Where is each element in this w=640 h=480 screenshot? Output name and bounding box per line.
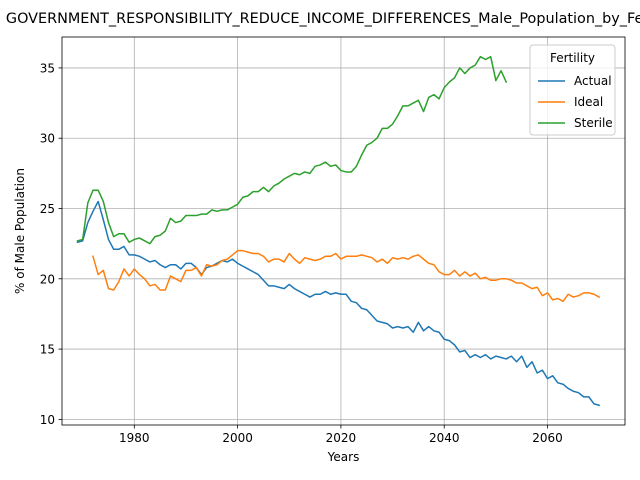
plot-frame [61, 36, 626, 426]
y-tick-label: 35 [40, 61, 55, 75]
x-tick-label: 2060 [532, 431, 563, 445]
y-tick-label: 30 [40, 132, 55, 146]
y-tick-label: 15 [40, 343, 55, 357]
chart-title: GOVERNMENT_RESPONSIBILITY_REDUCE_INCOME_… [6, 11, 640, 27]
series-lines [76, 55, 601, 407]
y-tick-label: 25 [40, 202, 55, 216]
series-line-sterile [76, 55, 508, 245]
legend-label-sterile: Sterile [574, 116, 613, 130]
legend: Fertility Actual Ideal Sterile [529, 44, 616, 136]
y-tick-label: 20 [40, 272, 55, 286]
legend-items: Actual Ideal Sterile [538, 74, 613, 130]
legend-box [529, 44, 616, 136]
x-tick-label: 2040 [429, 431, 460, 445]
y-tick-label: 10 [40, 413, 55, 427]
legend-label-ideal: Ideal [574, 95, 603, 109]
x-axis-label: Years [327, 450, 360, 464]
x-tick-label: 2020 [326, 431, 357, 445]
series-line-actual [76, 200, 601, 407]
legend-label-actual: Actual [574, 74, 612, 88]
axis-ticks: 1980 2000 2020 2040 2060 10 15 20 25 30 35 [40, 61, 563, 445]
legend-title: Fertility [550, 51, 595, 65]
y-axis-label: % of Male Population [13, 168, 27, 294]
x-tick-label: 2000 [222, 431, 253, 445]
x-tick-label: 1980 [119, 431, 150, 445]
series-line-ideal [92, 249, 601, 303]
